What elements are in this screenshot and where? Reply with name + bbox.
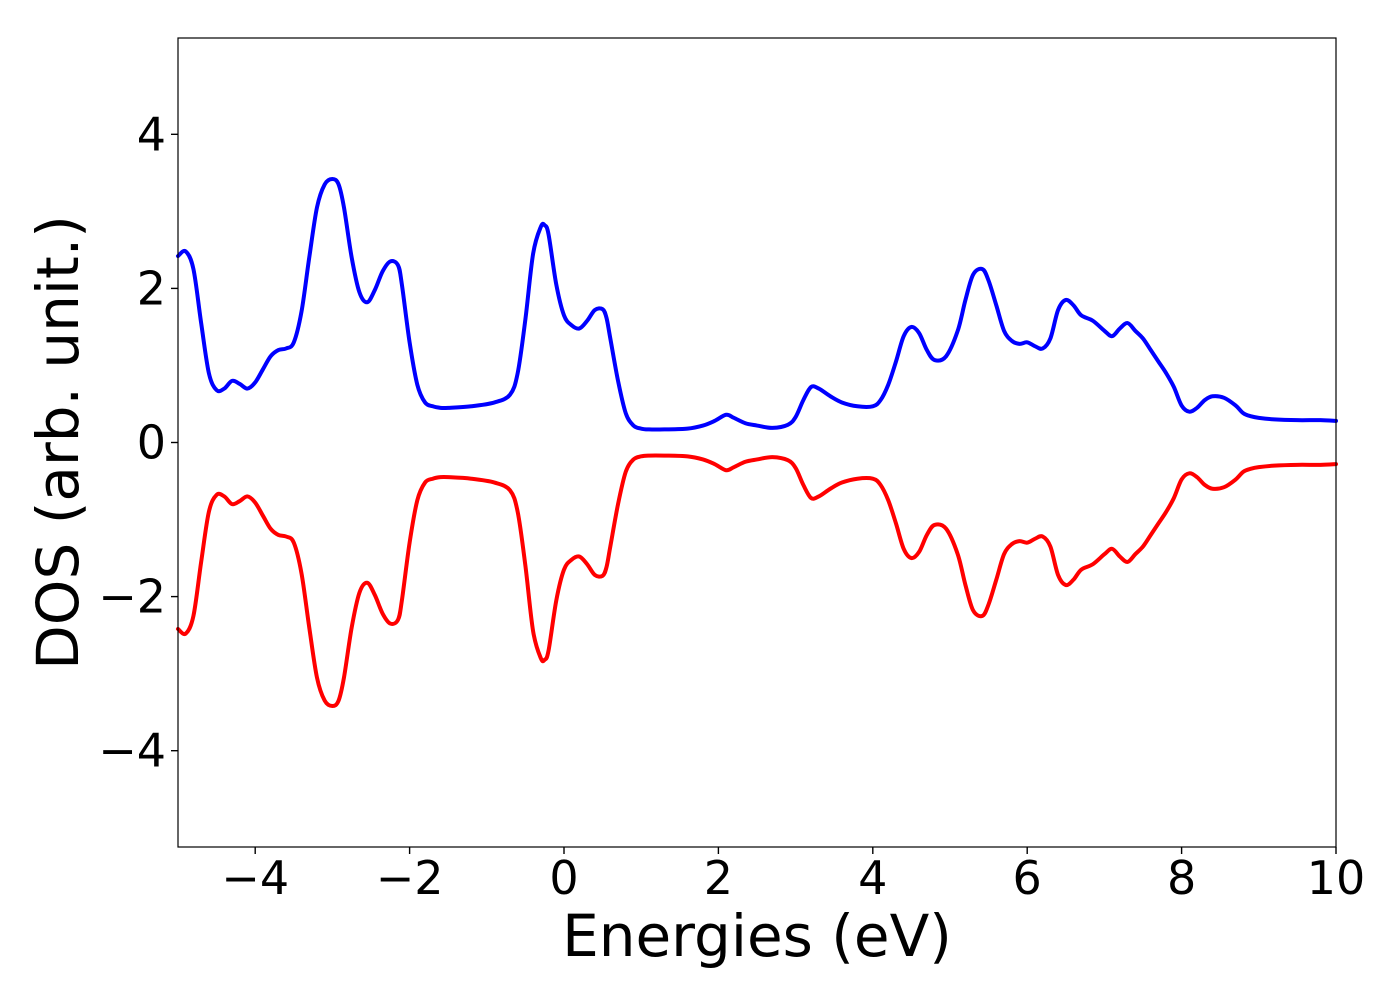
x-axis-title: Energies (eV): [562, 902, 952, 970]
y-tick-label: 2: [137, 261, 166, 315]
y-tick-label: −4: [98, 724, 166, 778]
plot-frame: [177, 37, 1337, 848]
x-tick-label: 2: [704, 851, 733, 905]
x-tick-label: 8: [1167, 851, 1196, 905]
y-axis-title: DOS (arb. unit.): [24, 215, 92, 670]
x-tick-label: 10: [1307, 851, 1366, 905]
y-tick-label: 0: [137, 416, 166, 470]
x-tick-label: −2: [376, 851, 444, 905]
x-tick-label: 4: [858, 851, 887, 905]
y-tick-label: 4: [137, 107, 166, 161]
y-axis: −4 −2 0 2 4: [98, 107, 178, 778]
x-tick-label: −4: [221, 851, 289, 905]
x-axis: −4 −2 0 2 4 6 8 10: [221, 847, 1365, 905]
dos-down-line: [176, 453, 1338, 708]
y-tick-label: −2: [98, 570, 166, 624]
series-layer: [176, 177, 1338, 708]
x-tick-label: 0: [549, 851, 578, 905]
dos-up-line: [176, 177, 1338, 432]
x-tick-label: 6: [1013, 851, 1042, 905]
